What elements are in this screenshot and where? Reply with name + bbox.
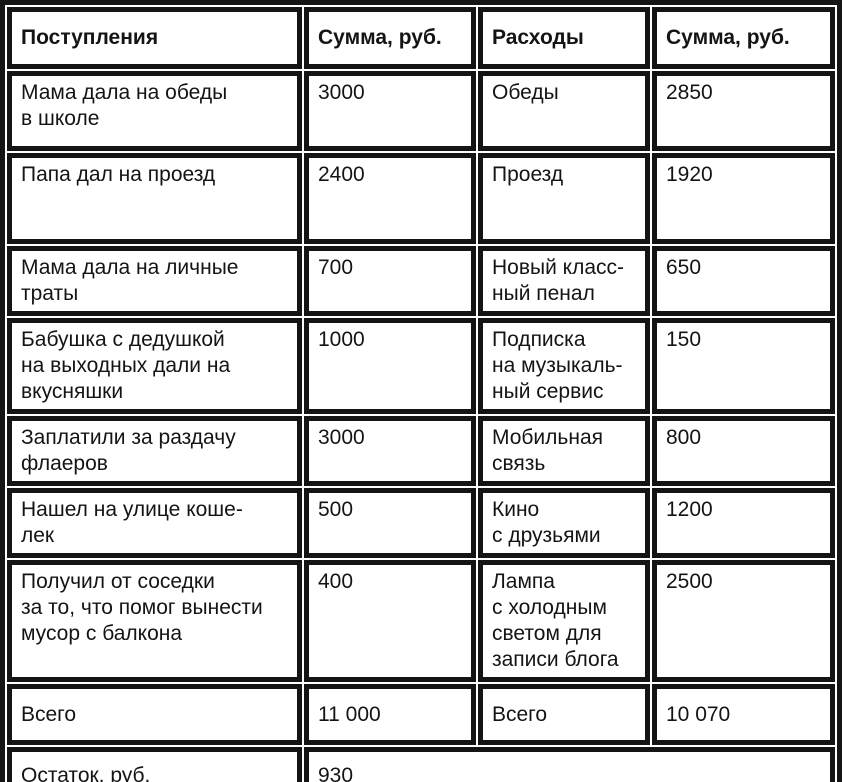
table-row: Нашел на улице коше- лек 500 Кино с друз… <box>7 488 835 558</box>
total-expense-label: Всего <box>478 684 650 745</box>
income-cell: Бабушка с дедушкой на выходных дали на в… <box>7 318 302 414</box>
remainder-row: Остаток, руб. 930 <box>7 747 835 782</box>
expense-cell: Проезд <box>478 153 650 244</box>
income-sum-cell: 2400 <box>304 153 476 244</box>
expense-sum-cell: 150 <box>652 318 835 414</box>
expense-sum-cell: 650 <box>652 246 835 316</box>
table-row: Получил от соседки за то, что помог выне… <box>7 560 835 682</box>
expense-sum-cell: 2850 <box>652 71 835 151</box>
income-cell: Мама дала на обеды в школе <box>7 71 302 151</box>
total-income-label: Всего <box>7 684 302 745</box>
total-income-sum: 11 000 <box>304 684 476 745</box>
income-sum-cell: 3000 <box>304 71 476 151</box>
header-income: Поступления <box>7 7 302 69</box>
income-sum-cell: 3000 <box>304 416 476 486</box>
expense-cell: Лампа с холодным светом для записи блога <box>478 560 650 682</box>
income-cell: Получил от соседки за то, что помог выне… <box>7 560 302 682</box>
header-expense-sum: Сумма, руб. <box>652 7 835 69</box>
header-income-sum: Сумма, руб. <box>304 7 476 69</box>
income-cell: Заплатили за раздачу флаеров <box>7 416 302 486</box>
expense-cell: Обеды <box>478 71 650 151</box>
income-sum-cell: 400 <box>304 560 476 682</box>
expense-cell: Кино с друзьями <box>478 488 650 558</box>
income-sum-cell: 500 <box>304 488 476 558</box>
expense-sum-cell: 2500 <box>652 560 835 682</box>
expense-cell: Мобильная связь <box>478 416 650 486</box>
header-expense: Расходы <box>478 7 650 69</box>
expense-cell: Подписка на музыкаль- ный сервис <box>478 318 650 414</box>
remainder-value: 930 <box>304 747 835 782</box>
expense-sum-cell: 1200 <box>652 488 835 558</box>
table-row: Бабушка с дедушкой на выходных дали на в… <box>7 318 835 414</box>
table-header-row: Поступления Сумма, руб. Расходы Сумма, р… <box>7 7 835 69</box>
expense-sum-cell: 1920 <box>652 153 835 244</box>
remainder-label: Остаток, руб. <box>7 747 302 782</box>
table-row: Папа дал на проезд 2400 Проезд 1920 <box>7 153 835 244</box>
income-cell: Мама дала на личные траты <box>7 246 302 316</box>
table-row: Заплатили за раздачу флаеров 3000 Мобиль… <box>7 416 835 486</box>
table-row: Мама дала на обеды в школе 3000 Обеды 28… <box>7 71 835 151</box>
table-row: Мама дала на личные траты 700 Новый клас… <box>7 246 835 316</box>
total-row: Всего 11 000 Всего 10 070 <box>7 684 835 745</box>
income-sum-cell: 700 <box>304 246 476 316</box>
total-expense-sum: 10 070 <box>652 684 835 745</box>
expense-cell: Новый класс- ный пенал <box>478 246 650 316</box>
income-cell: Нашел на улице коше- лек <box>7 488 302 558</box>
income-cell: Папа дал на проезд <box>7 153 302 244</box>
income-sum-cell: 1000 <box>304 318 476 414</box>
expense-sum-cell: 800 <box>652 416 835 486</box>
